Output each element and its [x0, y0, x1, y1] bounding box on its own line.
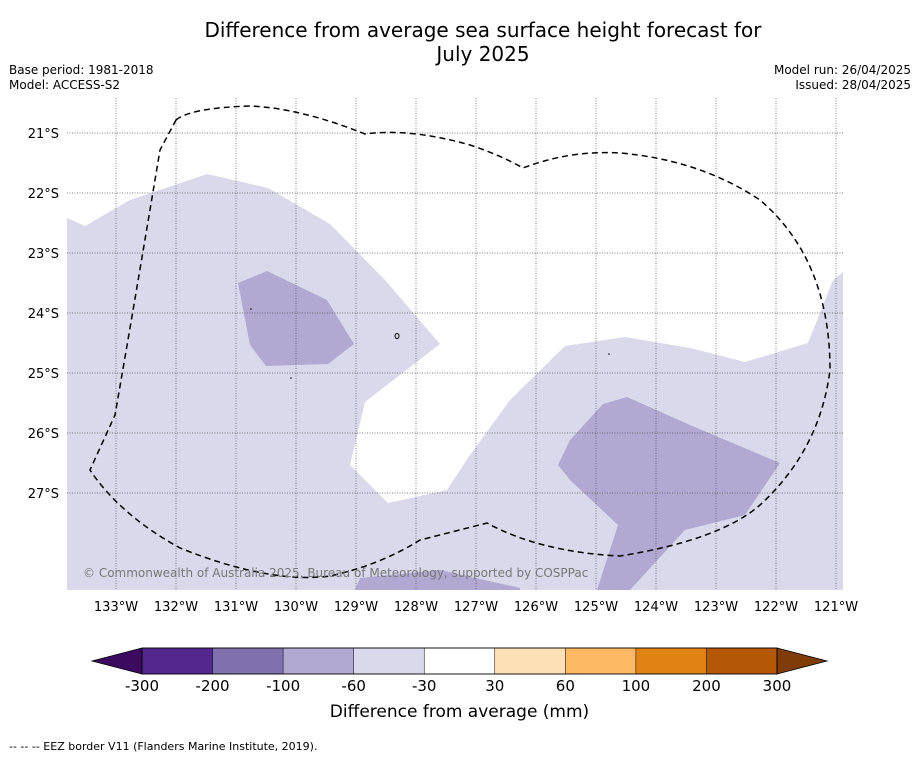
copyright-text: © Commonwealth of Australia 2025, Bureau… [83, 566, 588, 580]
island-marker [290, 377, 292, 379]
lat-label: 26°S [28, 427, 59, 442]
colorbar-tick-label: 30 [485, 677, 504, 695]
lat-label: 24°S [28, 307, 59, 322]
colorbar-segment [565, 647, 637, 675]
lon-labels: 133°W 132°W 131°W 130°W 129°W 128°W 127°… [94, 600, 858, 615]
base-period: Base period: 1981-2018 [9, 63, 154, 77]
lon-label: 133°W [94, 600, 138, 615]
eez-border [89, 105, 831, 579]
colorbar-tick-label: -300 [125, 677, 159, 695]
gridlines [67, 98, 843, 590]
contour-light-region [67, 570, 120, 590]
title-line-1: Difference from average sea surface heig… [204, 18, 762, 42]
colorbar-tick-label: 300 [763, 677, 792, 695]
eez-footnote: -- -- -- EEZ border V11 (Flanders Marine… [9, 740, 318, 753]
model-run: Model run: 26/04/2025 [773, 63, 911, 77]
meta-right: Model run: 26/04/2025 Issued: 28/04/2025 [774, 63, 911, 93]
island-marker [608, 353, 610, 355]
lon-label: 130°W [274, 600, 318, 615]
colorbar-label: Difference from average (mm) [329, 702, 590, 722]
lon-label: 125°W [574, 600, 618, 615]
colorbar-ticks: -300 -200 -100 -60 -30 30 60 100 200 300 [125, 677, 791, 695]
colorbar-tick-label: -30 [412, 677, 437, 695]
colorbar-tick-label: 60 [556, 677, 575, 695]
lat-label: 25°S [28, 367, 59, 382]
colorbar-segment [494, 647, 567, 675]
title-line-2: July 2025 [436, 42, 530, 66]
lon-label: 129°W [334, 600, 378, 615]
island-marker [394, 333, 400, 339]
colorbar-segment [706, 647, 778, 675]
lon-label: 126°W [514, 600, 558, 615]
lon-label: 121°W [814, 600, 858, 615]
contour-light-region [67, 174, 843, 590]
colorbar-max-extend [776, 647, 829, 675]
colorbar-segment [282, 647, 355, 675]
meta-left: Base period: 1981-2018 Model: ACCESS-S2 [9, 63, 154, 93]
lat-label: 21°S [28, 127, 59, 142]
colorbar-tick-label: -100 [266, 677, 300, 695]
colorbar-tick-label: -60 [341, 677, 366, 695]
colorbar-tick-label: -200 [196, 677, 230, 695]
lat-label: 22°S [28, 187, 59, 202]
colorbar-segment [635, 647, 708, 675]
colorbar: -300 -200 -100 -60 -30 30 60 100 200 300 [90, 647, 829, 695]
lon-label: 131°W [214, 600, 258, 615]
lon-label: 132°W [154, 600, 198, 615]
lat-label: 27°S [28, 487, 59, 502]
lat-labels: 21°S 22°S 23°S 24°S 25°S 26°S 27°S [28, 127, 59, 502]
map-title: Difference from average sea surface heig… [0, 18, 919, 66]
island-marker [250, 308, 252, 310]
colorbar-segment [353, 647, 425, 675]
colorbar-frame [141, 647, 778, 675]
contour-medium-region [355, 570, 520, 590]
map-figure: © Commonwealth of Australia 2025, Bureau… [28, 98, 858, 695]
colorbar-segment [423, 647, 496, 675]
colorbar-tick-label: 100 [622, 677, 651, 695]
colorbar-min-extend [90, 647, 143, 675]
colorbar-segment [212, 647, 284, 675]
colorbar-segments [141, 647, 778, 675]
colorbar-tick-label: 200 [692, 677, 721, 695]
model-name: Model: ACCESS-S2 [9, 78, 121, 92]
colorbar-segment [141, 647, 214, 675]
lat-label: 23°S [28, 247, 59, 262]
lon-label: 124°W [634, 600, 678, 615]
lon-label: 123°W [694, 600, 738, 615]
lon-label: 122°W [754, 600, 798, 615]
lon-label: 127°W [454, 600, 498, 615]
contour-medium-region [558, 397, 780, 590]
issued-date: Issued: 28/04/2025 [795, 78, 911, 92]
lon-label: 128°W [394, 600, 438, 615]
